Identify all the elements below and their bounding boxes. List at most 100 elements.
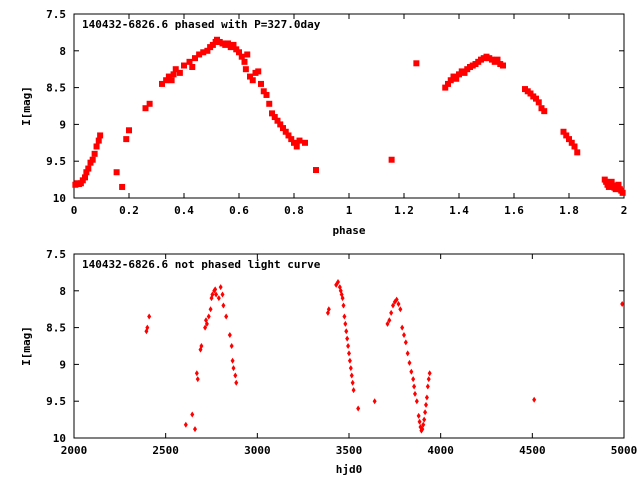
unphased-data-point	[426, 376, 431, 383]
phased-data-point	[113, 169, 120, 176]
unphased-y-tick-label: 8.5	[46, 322, 66, 335]
phased-data-point	[574, 149, 581, 156]
phased-data-point	[196, 51, 203, 58]
phased-data-point	[200, 49, 207, 56]
unphased-x-axis-label: hjd0	[336, 463, 363, 476]
phased-data-point	[274, 117, 281, 124]
phased-data-point	[288, 136, 295, 143]
unphased-data-point	[411, 376, 416, 383]
unphased-data-point	[396, 301, 401, 308]
phased-y-tick-label: 10	[53, 192, 66, 205]
phased-axis-ticks: 0 0.2 0.4 0.6 0.8 1 1.2 1.4 1.6 1.8 2 7.5 8 8.5 9 9.5 10	[46, 8, 627, 217]
phased-x-tick-label: 1.4	[449, 204, 469, 217]
phased-data-point	[500, 62, 506, 69]
unphased-data-point	[387, 317, 392, 324]
unphased-light-curve-chart: 140432-6826.6 not phased light curve hjd…	[20, 248, 637, 476]
unphased-data-point	[183, 421, 188, 428]
phased-data-point	[230, 41, 237, 48]
unphased-data-point	[326, 306, 331, 313]
phased-data-point	[123, 136, 130, 143]
phased-data-point	[249, 77, 256, 84]
unphased-data-point	[210, 291, 215, 298]
unphased-data-point	[413, 390, 417, 397]
unphased-data-point	[389, 309, 394, 316]
unphased-data-point	[620, 301, 625, 308]
phased-data-point	[176, 69, 183, 76]
phased-data-points	[72, 36, 626, 196]
unphased-data-point	[356, 405, 361, 412]
unphased-data-point	[214, 291, 219, 298]
phased-data-point	[242, 66, 249, 73]
phased-data-point	[285, 132, 292, 139]
phased-data-point	[302, 139, 308, 146]
unphased-data-point	[403, 339, 408, 346]
phased-data-point	[186, 58, 193, 65]
unphased-data-point	[227, 331, 232, 338]
phased-data-point	[244, 51, 251, 58]
phased-data-point	[619, 189, 626, 196]
phased-data-point	[238, 53, 245, 60]
unphased-data-point	[424, 394, 429, 401]
phased-light-curve-chart: 140432-6826.6 phased with P=327.0day pha…	[20, 8, 627, 237]
phased-x-tick-label: 0.2	[119, 204, 139, 217]
unphased-data-point	[412, 383, 417, 390]
unphased-data-point	[420, 426, 425, 433]
phased-data-point	[168, 77, 175, 84]
phased-data-point	[313, 167, 319, 174]
unphased-y-tick-label: 9	[59, 358, 66, 371]
unphased-data-point	[350, 379, 355, 386]
phased-data-point	[560, 128, 567, 135]
unphased-data-point	[229, 343, 234, 349]
phased-data-point	[291, 139, 297, 146]
phased-data-point	[282, 128, 289, 135]
phased-data-point	[535, 99, 542, 106]
unphased-data-point	[206, 313, 211, 320]
phased-data-point	[89, 156, 96, 163]
phased-x-tick-label: 1.6	[504, 204, 524, 217]
unphased-data-point	[405, 350, 410, 357]
phased-data-point	[93, 143, 100, 150]
unphased-data-point	[208, 306, 213, 313]
phased-data-point	[541, 108, 548, 115]
phased-data-point	[172, 66, 179, 73]
unphased-y-tick-label: 10	[53, 432, 66, 445]
unphased-data-point	[424, 401, 428, 408]
phased-data-point	[97, 132, 104, 139]
phased-data-point	[266, 100, 273, 107]
unphased-data-point	[421, 421, 426, 428]
phased-data-point	[119, 183, 126, 190]
phased-data-point	[83, 169, 90, 176]
phased-data-point	[277, 121, 284, 128]
unphased-y-tick-label: 7.5	[46, 248, 66, 261]
phased-data-point	[445, 80, 451, 87]
phased-data-point	[241, 58, 248, 65]
phased-x-tick-label: 2	[621, 204, 628, 217]
unphased-data-point	[220, 291, 225, 298]
unphased-data-point	[216, 295, 221, 302]
phased-data-point	[85, 165, 92, 172]
phased-y-tick-label: 9.5	[46, 155, 66, 168]
phased-data-point	[296, 137, 303, 144]
unphased-data-point	[400, 324, 405, 331]
phased-x-axis-label: phase	[332, 224, 365, 237]
unphased-data-point	[213, 286, 218, 293]
phased-data-point	[269, 110, 275, 117]
phased-data-point	[271, 114, 278, 121]
phased-data-point	[236, 49, 242, 56]
unphased-y-axis-label: I[mag]	[20, 326, 33, 366]
unphased-data-point	[346, 343, 351, 349]
unphased-x-tick-label: 5000	[611, 444, 638, 457]
unphased-x-tick-label: 2000	[61, 444, 88, 457]
unphased-axis-ticks: 2000 2500 3000 3500 4000 4500 5000 7.5 8 8.5 9 9.5 1…	[46, 248, 637, 457]
unphased-data-point	[194, 370, 199, 377]
unphased-data-point	[340, 295, 345, 302]
phased-x-tick-label: 1	[346, 204, 353, 217]
unphased-data-point	[190, 411, 195, 418]
phased-data-point	[605, 183, 612, 190]
unphased-data-points	[144, 278, 625, 434]
unphased-chart-title: 140432-6826.6 not phased light curve	[82, 258, 321, 271]
unphased-data-point	[233, 372, 238, 379]
unphased-data-point	[416, 412, 421, 419]
